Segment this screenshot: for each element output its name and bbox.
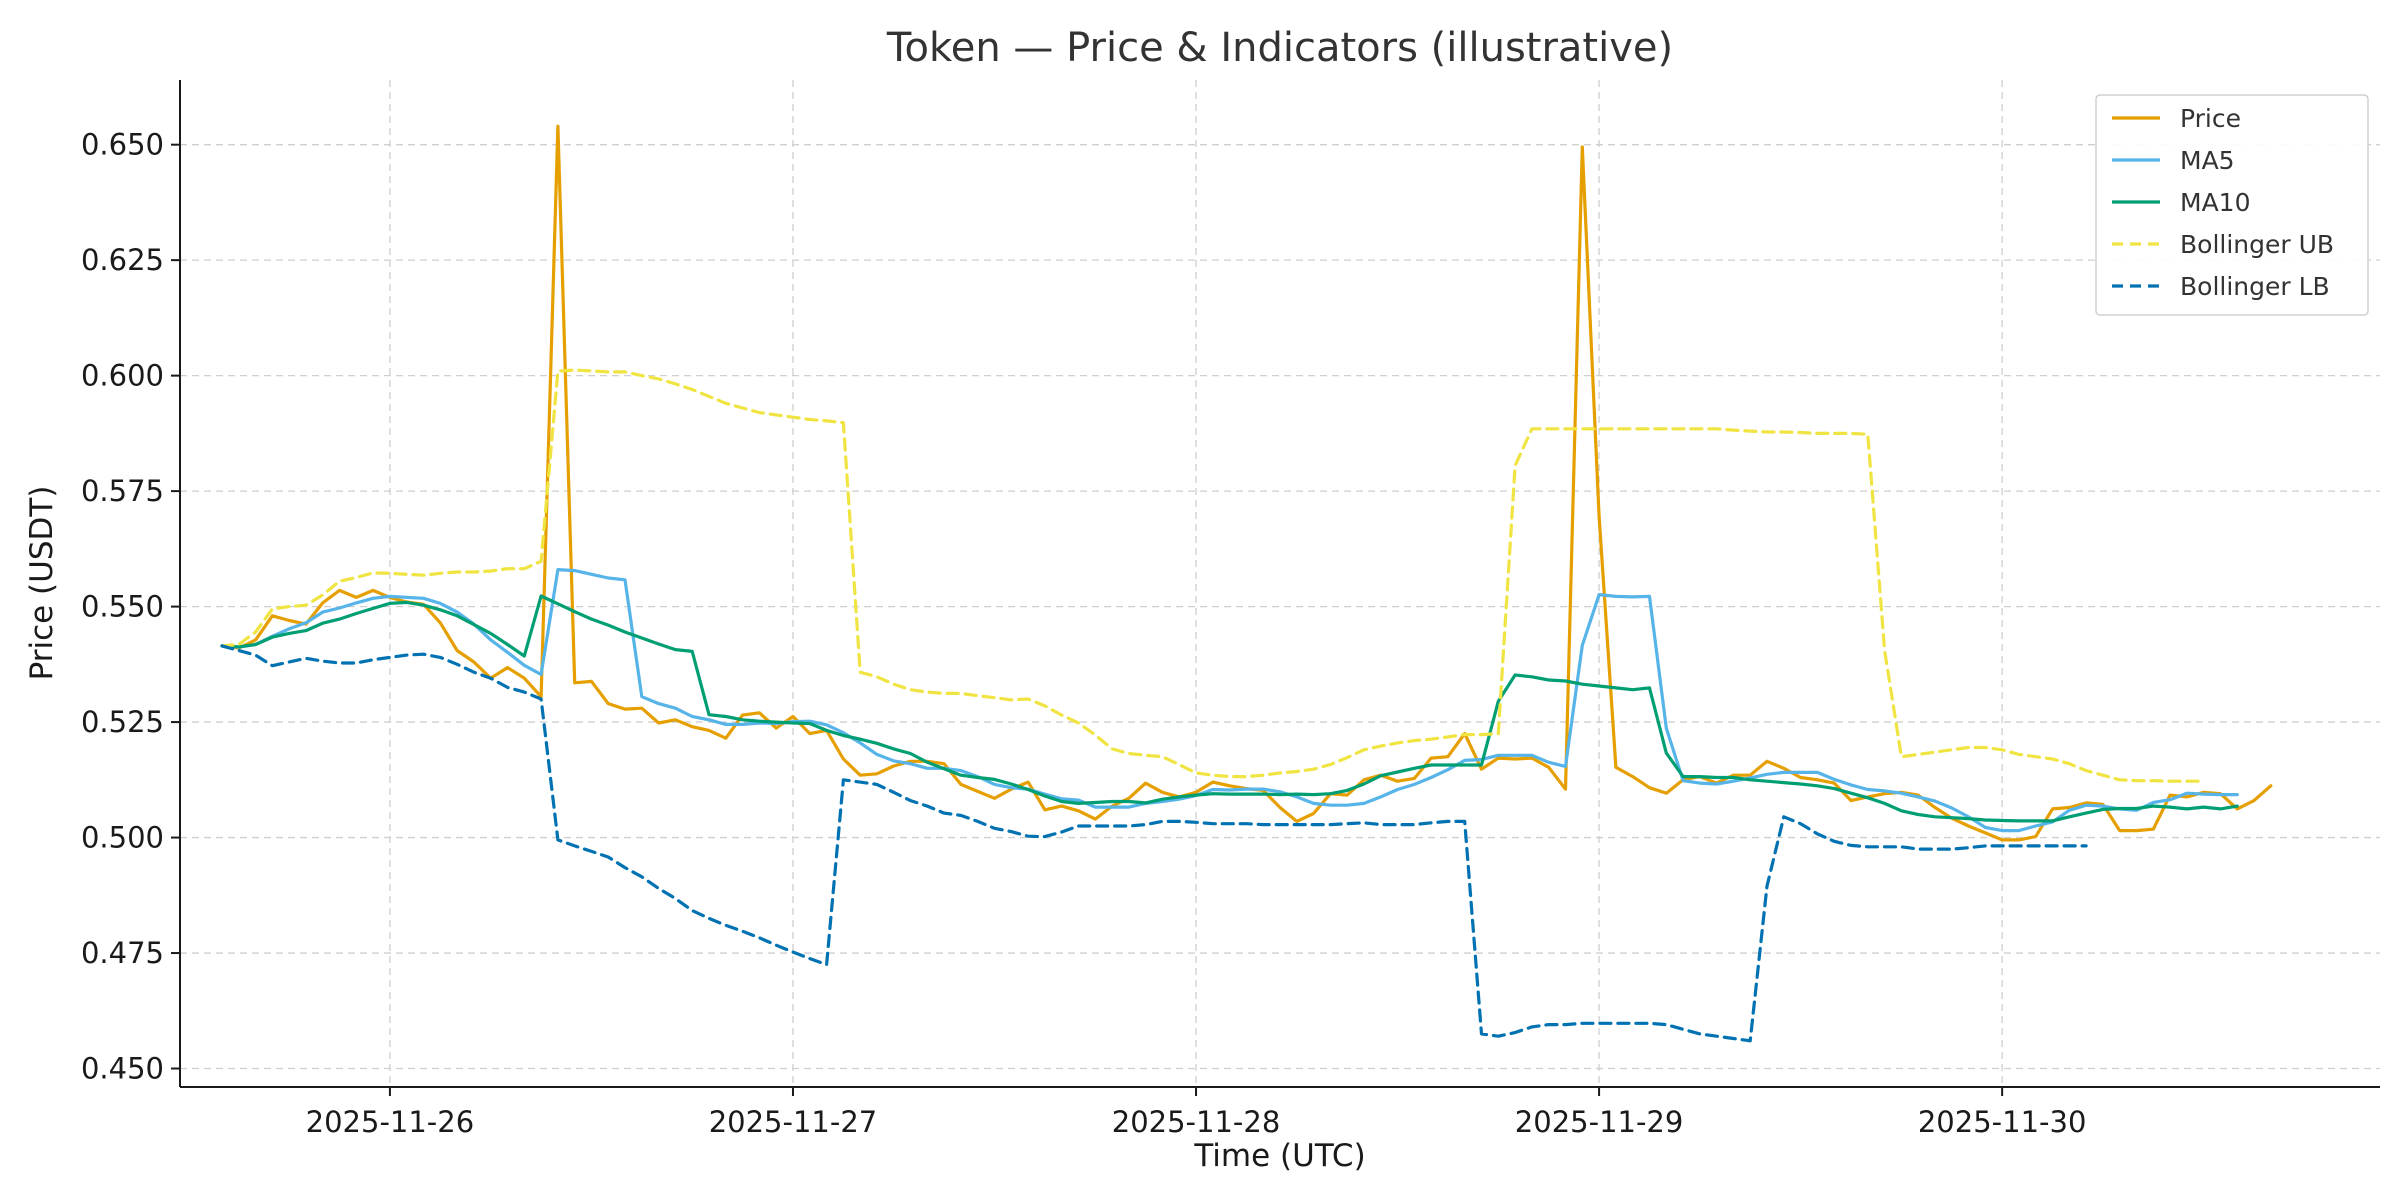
y-tick-label: 0.650 (81, 128, 164, 162)
x-axis-label: Time (UTC) (1193, 1138, 1365, 1174)
y-tick-label: 0.450 (81, 1052, 164, 1086)
x-axis-ticks: 2025-11-26 2025-11-27 2025-11-28 2025-11-29… (306, 1087, 2087, 1139)
legend-label-price: Price (2180, 104, 2241, 133)
x-tick-label: 2025-11-30 (1918, 1105, 2087, 1139)
series-line-ma5 (220, 567, 2239, 833)
y-tick-label: 0.625 (81, 243, 164, 277)
legend-label-ma5: MA5 (2180, 146, 2235, 175)
y-tick-label: 0.575 (81, 474, 164, 508)
y-tick-label: 0.550 (81, 590, 164, 624)
x-tick-label: 2025-11-29 (1515, 1105, 1684, 1139)
legend-label-bollinger-ub: Bollinger UB (2180, 230, 2334, 259)
series-line-bollinger-ub (220, 368, 2206, 783)
x-tick-label: 2025-11-26 (306, 1105, 475, 1139)
axes-spines (179, 80, 2380, 1088)
y-axis-ticks: 0.450 0.475 0.500 0.525 0.550 0.575 0.600 0.625… (81, 128, 180, 1086)
x-tick-label: 2025-11-28 (1112, 1105, 1281, 1139)
series-line-ma10 (220, 594, 2239, 823)
gridlines (180, 80, 2380, 1087)
y-tick-label: 0.600 (81, 359, 164, 393)
y-tick-label: 0.475 (81, 936, 164, 970)
series-lines (220, 124, 2273, 1043)
y-tick-label: 0.525 (81, 705, 164, 739)
x-tick-label: 2025-11-27 (709, 1105, 878, 1139)
y-tick-label: 0.500 (81, 821, 164, 855)
y-axis-label: Price (USDT) (24, 486, 60, 681)
legend-frame (2095, 94, 2369, 316)
series-line-price (220, 124, 2273, 842)
chart-title: Token — Price & Indicators (illustrative… (886, 25, 1673, 71)
series-line-bollinger-lb (220, 644, 2088, 1043)
legend-label-ma10: MA10 (2180, 188, 2250, 217)
legend-label-bollinger-lb: Bollinger LB (2180, 272, 2330, 301)
legend: Price MA5 MA10 Bollinger UB Bollinger LB (2095, 94, 2369, 316)
